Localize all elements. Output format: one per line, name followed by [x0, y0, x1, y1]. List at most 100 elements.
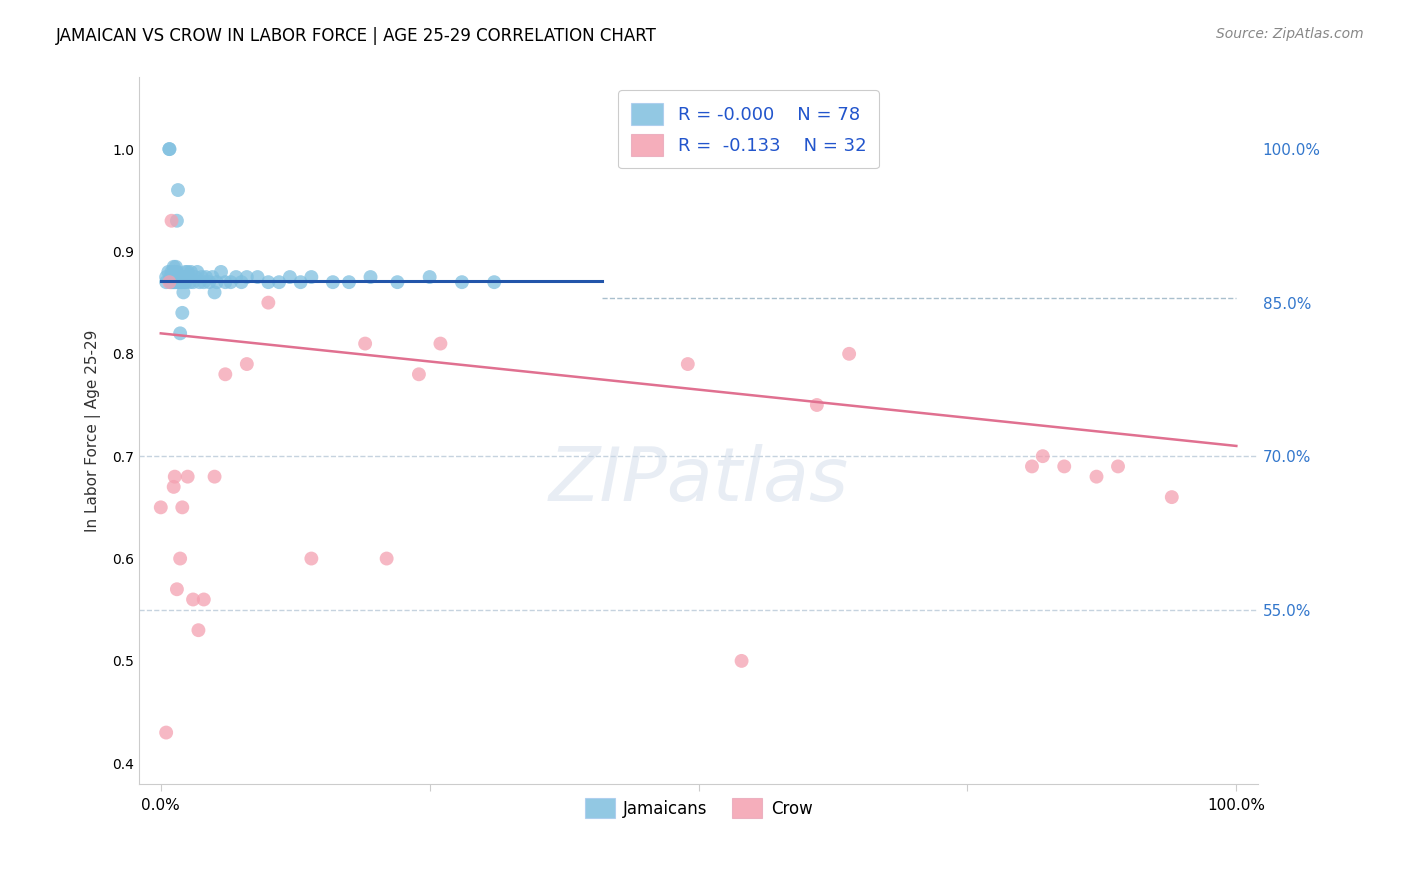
Point: [209, 265, 232, 279]
Point: [730, 654, 752, 668]
Point: [179, 275, 201, 289]
Point: [157, 142, 180, 156]
Point: [269, 275, 291, 289]
Point: [214, 275, 236, 289]
Point: [169, 326, 191, 341]
Point: [176, 265, 198, 279]
Point: [172, 500, 194, 515]
Point: [201, 270, 224, 285]
Point: [360, 270, 382, 285]
Point: [375, 551, 398, 566]
Point: [387, 275, 409, 289]
Point: [337, 275, 360, 289]
Point: [1085, 469, 1108, 483]
Point: [149, 500, 172, 515]
Point: [408, 368, 430, 382]
Point: [159, 270, 181, 285]
Point: [157, 265, 180, 279]
Point: [193, 275, 215, 289]
Point: [155, 270, 177, 285]
Point: [482, 275, 505, 289]
Point: [194, 270, 217, 285]
Point: [290, 275, 312, 289]
Point: [172, 306, 194, 320]
Point: [188, 275, 211, 289]
Point: [451, 275, 474, 289]
Point: [173, 270, 195, 285]
Point: [160, 213, 183, 227]
Point: [299, 551, 322, 566]
Point: [155, 275, 177, 289]
Legend: Jamaicans, Crow: Jamaicans, Crow: [578, 791, 820, 825]
Point: [1107, 459, 1129, 474]
Point: [159, 275, 181, 289]
Point: [176, 270, 198, 285]
Point: [429, 336, 451, 351]
Point: [1160, 490, 1182, 504]
Point: [163, 260, 186, 274]
Point: [157, 275, 180, 289]
Point: [838, 347, 860, 361]
Point: [257, 275, 280, 289]
Point: [163, 469, 186, 483]
Point: [193, 592, 215, 607]
Point: [176, 469, 198, 483]
Point: [166, 265, 188, 279]
Point: [172, 270, 194, 285]
Point: [163, 265, 186, 279]
Point: [166, 275, 188, 289]
Point: [169, 551, 191, 566]
Point: [236, 357, 259, 371]
Point: [225, 270, 247, 285]
Point: [806, 398, 828, 412]
Point: [166, 213, 188, 227]
Point: [299, 270, 322, 285]
Point: [181, 275, 204, 289]
Point: [160, 265, 183, 279]
Point: [205, 275, 228, 289]
Point: [170, 275, 193, 289]
Point: [169, 275, 191, 289]
Point: [172, 275, 194, 289]
Point: [160, 270, 183, 285]
Point: [166, 582, 188, 597]
Point: [163, 270, 186, 285]
Point: [155, 725, 177, 739]
Point: [187, 623, 209, 637]
Point: [162, 275, 184, 289]
Point: [204, 285, 226, 300]
Point: [354, 336, 377, 351]
Point: [419, 270, 441, 285]
Point: [167, 183, 190, 197]
Point: [676, 357, 699, 371]
Point: [163, 480, 186, 494]
Point: [1053, 459, 1076, 474]
Point: [278, 270, 301, 285]
Y-axis label: In Labor Force | Age 25-29: In Labor Force | Age 25-29: [86, 329, 101, 532]
Text: Source: ZipAtlas.com: Source: ZipAtlas.com: [1216, 27, 1364, 41]
Point: [219, 275, 242, 289]
Point: [174, 275, 197, 289]
Point: [167, 275, 190, 289]
Point: [184, 270, 207, 285]
Point: [231, 275, 253, 289]
Point: [165, 260, 187, 274]
Point: [173, 275, 195, 289]
Point: [167, 270, 190, 285]
Point: [190, 270, 212, 285]
Point: [177, 270, 200, 285]
Point: [322, 275, 344, 289]
Point: [186, 265, 208, 279]
Point: [163, 265, 186, 279]
Point: [163, 275, 186, 289]
Point: [160, 275, 183, 289]
Text: ZIPatlas: ZIPatlas: [548, 444, 849, 516]
Point: [246, 270, 269, 285]
Point: [169, 270, 191, 285]
Text: JAMAICAN VS CROW IN LABOR FORCE | AGE 25-29 CORRELATION CHART: JAMAICAN VS CROW IN LABOR FORCE | AGE 25…: [56, 27, 657, 45]
Point: [163, 275, 186, 289]
Point: [167, 270, 190, 285]
Point: [257, 295, 280, 310]
Point: [1032, 449, 1054, 463]
Point: [162, 270, 184, 285]
